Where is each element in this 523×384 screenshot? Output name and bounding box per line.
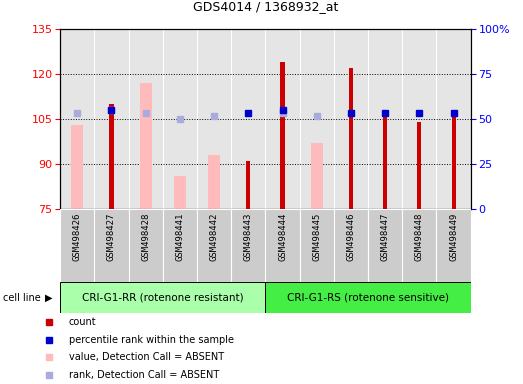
Text: GSM498445: GSM498445 (312, 213, 321, 261)
Bar (266, 282, 471, 313)
Bar (402, 209, 437, 282)
Bar (231, 209, 266, 282)
Bar (437, 29, 471, 209)
Text: cell line: cell line (3, 293, 40, 303)
Text: GSM498427: GSM498427 (107, 213, 116, 261)
Bar (300, 29, 334, 209)
Bar (246, 161, 251, 209)
Bar (451, 113, 456, 209)
Text: GSM498426: GSM498426 (73, 213, 82, 261)
Bar (311, 143, 323, 209)
Bar (266, 29, 300, 209)
Bar (163, 29, 197, 209)
Text: GSM498448: GSM498448 (415, 213, 424, 261)
Text: GSM498446: GSM498446 (346, 213, 356, 261)
Bar (437, 209, 471, 282)
Text: GSM498441: GSM498441 (175, 213, 185, 261)
Text: percentile rank within the sample: percentile rank within the sample (69, 334, 234, 344)
Text: GSM498449: GSM498449 (449, 213, 458, 261)
Text: rank, Detection Call = ABSENT: rank, Detection Call = ABSENT (69, 370, 219, 380)
Bar (266, 209, 300, 282)
Bar (349, 68, 353, 209)
Bar (383, 110, 387, 209)
Text: CRI-G1-RS (rotenone sensitive): CRI-G1-RS (rotenone sensitive) (287, 293, 449, 303)
Bar (417, 122, 422, 209)
Bar (140, 83, 152, 209)
Bar (109, 104, 113, 209)
Text: GSM498444: GSM498444 (278, 213, 287, 261)
Text: ▶: ▶ (45, 293, 52, 303)
Text: GDS4014 / 1368932_at: GDS4014 / 1368932_at (193, 0, 338, 13)
Bar (60, 282, 265, 313)
Bar (368, 29, 402, 209)
Bar (60, 29, 94, 209)
Bar (208, 155, 220, 209)
Bar (94, 209, 129, 282)
Text: GSM498443: GSM498443 (244, 213, 253, 261)
Bar (334, 29, 368, 209)
Text: GSM498442: GSM498442 (210, 213, 219, 261)
Text: value, Detection Call = ABSENT: value, Detection Call = ABSENT (69, 353, 224, 362)
Bar (163, 209, 197, 282)
Bar (129, 209, 163, 282)
Bar (129, 29, 163, 209)
Bar (94, 29, 129, 209)
Bar (197, 29, 231, 209)
Text: count: count (69, 317, 96, 327)
Text: GSM498447: GSM498447 (381, 213, 390, 261)
Bar (368, 209, 402, 282)
Bar (300, 209, 334, 282)
Bar (71, 125, 83, 209)
Bar (334, 209, 368, 282)
Text: GSM498428: GSM498428 (141, 213, 150, 261)
Text: CRI-G1-RR (rotenone resistant): CRI-G1-RR (rotenone resistant) (82, 293, 244, 303)
Bar (60, 209, 94, 282)
Bar (174, 176, 186, 209)
Bar (280, 62, 285, 209)
Bar (402, 29, 437, 209)
Bar (197, 209, 231, 282)
Bar (231, 29, 266, 209)
